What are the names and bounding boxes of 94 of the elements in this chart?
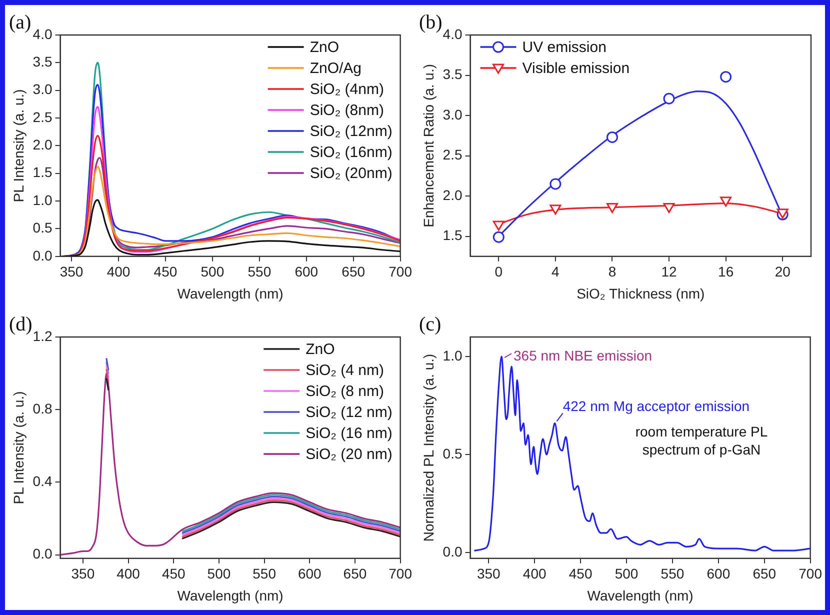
chart-title: (b) (419, 11, 442, 34)
x-tick-label: 16 (718, 264, 734, 280)
x-tick-label: 450 (162, 566, 186, 582)
line-series (84, 62, 400, 251)
point (720, 196, 732, 207)
y-tick-label: 2.0 (442, 186, 462, 203)
x-tick-label: 550 (248, 264, 272, 280)
legend-label: ZnO/Ag (310, 60, 362, 78)
y-tick-label: 3.0 (32, 81, 52, 98)
y-tick-label: 1.5 (32, 164, 52, 180)
chart-title: (d) (9, 313, 32, 336)
point (663, 92, 675, 104)
line-series (80, 106, 400, 253)
x-tick-label: 500 (200, 264, 224, 280)
x-tick-label: 20 (774, 264, 791, 280)
x-axis-title: Wavelength (nm) (587, 587, 694, 604)
x-tick-label: 600 (706, 566, 730, 582)
x-tick-label: 12 (661, 264, 678, 280)
y-tick-label: 4.0 (32, 26, 52, 42)
legend-label: ZnO (306, 341, 335, 358)
x-tick-label: 400 (116, 566, 140, 582)
x-tick-label: 4 (552, 264, 560, 280)
y-tick-label: 0.5 (32, 220, 52, 236)
y-tick-label: 1.5 (442, 227, 462, 244)
y-tick-label: 2.5 (442, 146, 462, 163)
y-axis-title: Enhancement Ratio (a. u.) (420, 64, 436, 228)
x-tick-label: 500 (207, 566, 231, 582)
y-tick-label: 1.0 (442, 347, 462, 364)
chart-title: (a) (9, 11, 32, 34)
x-tick-label: 550 (660, 566, 684, 582)
annotation: room temperature PL spectrum of p-GaN (635, 424, 768, 458)
x-tick-label: 550 (252, 566, 276, 582)
legend-label: Visible emission (522, 60, 630, 78)
point (606, 131, 618, 143)
legend-label: SiO₂ (20 nm) (306, 446, 392, 464)
x-tick-label: 350 (476, 566, 501, 582)
y-tick-label: 2.5 (32, 108, 52, 125)
x-axis-title: SiO₂ Thickness (nm) (576, 285, 705, 302)
x-tick-label: 400 (106, 264, 130, 280)
x-tick-label: 600 (294, 264, 318, 280)
y-tick-label: 0.0 (32, 546, 52, 562)
legend-label: SiO₂ (12 nm) (306, 404, 392, 422)
y-tick-label: 0.0 (442, 543, 462, 560)
point (663, 203, 675, 214)
y-axis-title: PL Intensity (a. u.) (10, 89, 26, 202)
annotation: 365 nm NBE emission (514, 348, 652, 364)
y-tick-label: 0.0 (32, 247, 52, 264)
y-tick-label: 3.5 (442, 66, 462, 82)
legend-label: SiO₂ (12nm) (310, 123, 392, 140)
x-tick-label: 8 (608, 264, 616, 280)
legend-label: SiO₂ (20nm) (310, 165, 392, 182)
x-tick-label: 450 (568, 566, 592, 582)
y-tick-label: 1.2 (32, 328, 52, 344)
x-tick-label: 650 (343, 566, 367, 582)
x-axis-title: Wavelength (nm) (177, 285, 284, 302)
point (550, 178, 562, 190)
legend-label: ZnO (310, 39, 339, 56)
point (550, 204, 562, 215)
y-tick-label: 4.0 (442, 26, 462, 42)
x-tick-label: 600 (298, 566, 322, 582)
point (492, 231, 504, 243)
legend-label: SiO₂ (8 nm) (306, 383, 384, 400)
x-tick-label: 400 (522, 566, 546, 582)
y-tick-label: 0.8 (32, 400, 52, 416)
y-axis-title: PL Intensity (a. u.) (10, 391, 26, 504)
x-tick-label: 500 (614, 566, 638, 582)
chart-title: (c) (419, 313, 442, 336)
x-tick-label: 700 (388, 264, 412, 280)
x-tick-label: 700 (798, 566, 822, 582)
y-tick-label: 3.0 (442, 106, 462, 122)
legend-label: SiO₂ (16 nm) (306, 425, 392, 442)
x-tick-label: 0 (494, 264, 503, 280)
annotation: 422 nm Mg acceptor emission (562, 398, 750, 414)
point (720, 71, 732, 83)
x-tick-label: 650 (342, 264, 366, 280)
x-axis-title: Wavelength (nm) (177, 587, 284, 604)
legend-label: SiO₂ (8nm) (310, 102, 384, 120)
legend-label: UV emission (522, 39, 606, 56)
legend-label: SiO₂ (16nm) (310, 144, 392, 162)
legend-label: SiO₂ (4nm) (310, 81, 384, 98)
legend-label: SiO₂ (4 nm) (306, 362, 384, 380)
y-tick-label: 2.0 (32, 136, 52, 153)
y-axis-title: Normalized PL Intensity (a. u.) (420, 354, 436, 542)
x-tick-label: 700 (388, 566, 412, 582)
y-tick-label: 0.5 (442, 445, 462, 462)
point (606, 203, 618, 214)
y-tick-label: 1.0 (32, 192, 52, 208)
y-tick-label: 3.5 (32, 54, 52, 70)
x-tick-label: 350 (71, 566, 95, 582)
y-tick-label: 0.4 (32, 473, 52, 490)
x-tick-label: 350 (60, 264, 84, 280)
x-tick-label: 650 (752, 566, 776, 582)
point (492, 220, 504, 231)
x-tick-label: 450 (154, 264, 178, 280)
